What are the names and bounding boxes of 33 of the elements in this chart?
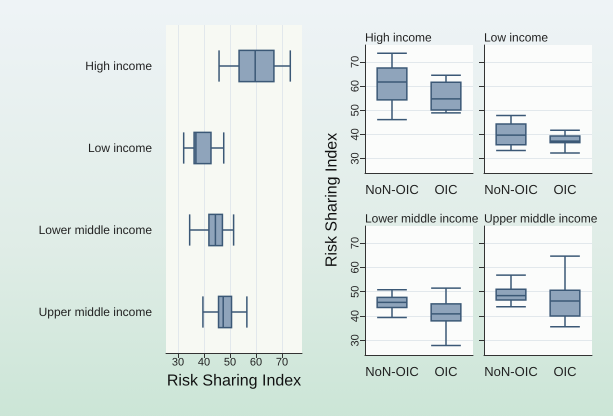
x-tick-label: OIC xyxy=(434,364,458,379)
y-tick-label: 50 xyxy=(350,104,362,116)
y-tick-label: Low income xyxy=(88,141,152,155)
y-tick-label: 70 xyxy=(350,236,362,250)
y-tick-label: 40 xyxy=(350,310,362,322)
x-tick-label: NoN-OIC xyxy=(365,364,419,379)
y-tick-label: Upper middle income xyxy=(38,305,152,319)
y-tick-label: 50 xyxy=(350,286,362,298)
y-tick-label: 30 xyxy=(350,152,362,165)
x-tick-label: OIC xyxy=(553,182,577,197)
y-tick-label: 40 xyxy=(350,128,362,140)
y-tick-label: Lower middle income xyxy=(38,223,152,237)
x-tick-label: OIC xyxy=(434,182,458,197)
x-tick-label: NoN-OIC xyxy=(365,182,419,197)
x-tick-label: 30 xyxy=(172,356,184,368)
y-axis-title: Risk Sharing Index xyxy=(324,132,340,268)
x-tick-label: 60 xyxy=(250,356,262,368)
y-tick-label: 60 xyxy=(350,261,362,274)
y-tick-label: 30 xyxy=(350,334,362,347)
y-tick-label: 70 xyxy=(350,56,362,68)
y-tick-label: High income xyxy=(85,59,152,73)
x-axis-title: Risk Sharing Index xyxy=(166,372,302,390)
x-tick-label: 70 xyxy=(276,356,288,368)
y-tick-label: 60 xyxy=(350,80,362,92)
chart-title: High income xyxy=(365,30,432,44)
chart-title: Upper middle income xyxy=(484,212,598,226)
x-tick-label: 50 xyxy=(224,356,236,368)
x-tick-label: NoN-OIC xyxy=(484,364,538,379)
x-tick-label: 40 xyxy=(198,356,210,368)
chart-title: Lower middle income xyxy=(365,212,479,226)
x-tick-label: NoN-OIC xyxy=(484,182,538,197)
chart-title: Low income xyxy=(484,30,548,44)
x-tick-label: OIC xyxy=(553,364,577,379)
